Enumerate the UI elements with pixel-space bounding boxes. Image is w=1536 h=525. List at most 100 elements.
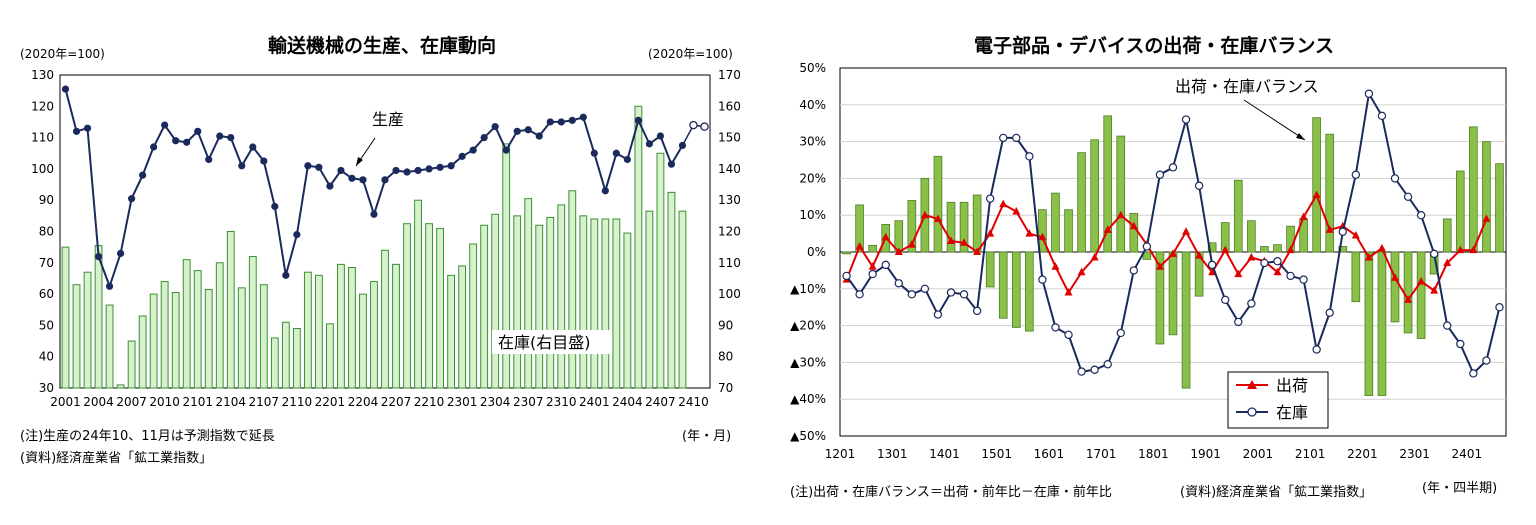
inventory-point (1116, 328, 1125, 338)
balance-bar (1025, 251, 1034, 332)
inventory-bar (138, 315, 147, 389)
production-point (94, 252, 103, 261)
balance-bar (1377, 251, 1387, 396)
balance-bar (1364, 251, 1374, 396)
right-x-tick-label: 1301 (877, 447, 908, 461)
right-x-tick-label: 1901 (1190, 447, 1221, 461)
right-x-axis-ticks: 1201 1301 1401 1501 1601 1701 1801 1901 2001 2101… (825, 447, 1482, 461)
inventory-point (1456, 339, 1465, 349)
balance-bar (842, 251, 851, 255)
shipments-point (920, 210, 929, 219)
right-y-tick-label: 120 (718, 225, 741, 239)
production-point (161, 121, 169, 129)
inventory-bar (667, 191, 676, 389)
shipments-point (1221, 245, 1230, 254)
inventory-bar (314, 274, 323, 389)
right-y-tick-label: 140 (718, 162, 741, 176)
shipments-point (1051, 262, 1060, 270)
shipments-point (1430, 286, 1439, 294)
left-x-tick-label: 2010 (149, 395, 180, 409)
inventory-point (1273, 257, 1282, 266)
left-chart-note: (注)生産の24年10、11月は予測指数で延長 (20, 428, 275, 444)
legend-inventory-label: 在庫 (1276, 403, 1308, 422)
shipments-point (1417, 276, 1426, 285)
production-point (216, 132, 224, 140)
inventory-point (1390, 174, 1400, 183)
shipments-point (1129, 221, 1138, 230)
left-y-tick-label: 80 (39, 225, 54, 239)
production-point (348, 174, 356, 182)
right-chart-note: (注)出荷・在庫バランス＝出荷・前年比－在庫・前年比 (790, 484, 1112, 500)
legend-inventory-marker-icon (1247, 407, 1257, 417)
left-y-tick-label: 90 (39, 193, 54, 207)
balance-bar (907, 200, 917, 253)
legend-shipments-marker-icon (1247, 380, 1257, 389)
inventory-point (1194, 181, 1204, 190)
production-point (293, 231, 301, 239)
left-x-tick-label: 2110 (282, 395, 313, 409)
shipments-point (1247, 253, 1256, 261)
inventory-bar (303, 271, 312, 389)
balance-bar (933, 155, 943, 253)
shipments-point (868, 262, 877, 270)
shipments-point (855, 241, 864, 250)
left-x-tick-label: 2401 (579, 395, 610, 409)
inventory-point (1325, 308, 1334, 317)
production-point (491, 123, 499, 131)
left-axis-unit-label: (2020年=100) (20, 47, 105, 61)
balance-bar (1495, 163, 1504, 253)
left-x-tick-label: 2310 (546, 395, 577, 409)
transport-machinery-chart: 輸送機械の生産、在庫動向 (2020年=100) (2020年=100) 130… (20, 34, 741, 466)
production-point (568, 116, 576, 124)
balance-bar (855, 204, 864, 253)
balance-bar (1482, 141, 1491, 253)
inventory-point (1416, 210, 1426, 220)
shipments-point (1182, 227, 1191, 235)
inventory-bar (326, 323, 334, 389)
production-point (601, 187, 609, 195)
inventory-bar (491, 213, 500, 389)
left-x-axis-unit: (年・月) (682, 429, 731, 444)
production-point (249, 143, 257, 151)
inventory-bars (61, 105, 687, 389)
production-callout-arrow-icon (356, 157, 363, 166)
right-y-tick-label: 110 (718, 256, 741, 270)
left-y-tick-label: 130 (31, 68, 54, 82)
left-x-tick-label: 2204 (348, 395, 379, 409)
right-y-tick-label: 80 (718, 350, 733, 364)
electronic-parts-chart: 電子部品・デバイスの出荷・在庫バランス 50% 40% 30% 20% 10% 0% ▲10… (790, 34, 1507, 500)
inventory-bar (612, 218, 621, 389)
left-y-tick-label: 110 (31, 131, 54, 145)
right-y-tick-label: ▲20% (790, 319, 826, 333)
inventory-bar (623, 232, 632, 389)
right-x-tick-label: 2201 (1347, 447, 1378, 461)
balance-bar (959, 201, 969, 253)
inventory-point (1038, 275, 1047, 284)
production-point (623, 155, 631, 164)
inventory-point (933, 310, 943, 319)
inventory-point (881, 260, 890, 270)
production-point (425, 165, 433, 173)
production-point (282, 271, 290, 279)
left-y-axis-ticks: 130 120 110 100 90 80 70 60 50 40 30 (31, 68, 54, 395)
right-y-tick-label: 10% (799, 208, 826, 222)
inventory-bar (370, 281, 378, 389)
inventory-bar (281, 321, 290, 389)
balance-bar (1011, 251, 1021, 328)
shipments-point (973, 247, 982, 255)
inventory-point (894, 279, 903, 288)
balance-bar (1416, 251, 1426, 339)
right-y-tick-label: ▲50% (790, 429, 826, 443)
inventory-point (1351, 170, 1361, 179)
right-y-tick-label: ▲40% (790, 392, 826, 406)
left-y-tick-label: 40 (39, 350, 54, 364)
inventory-bar (579, 215, 588, 389)
inventory-point (855, 290, 864, 299)
right-y-tick-label: ▲10% (790, 282, 826, 296)
left-x-tick-label: 2301 (447, 395, 478, 409)
shipments-point (881, 232, 890, 241)
inventory-point (1168, 163, 1178, 172)
production-point (304, 162, 312, 170)
inventory-bar (436, 227, 445, 389)
inventory-bar (414, 199, 422, 389)
